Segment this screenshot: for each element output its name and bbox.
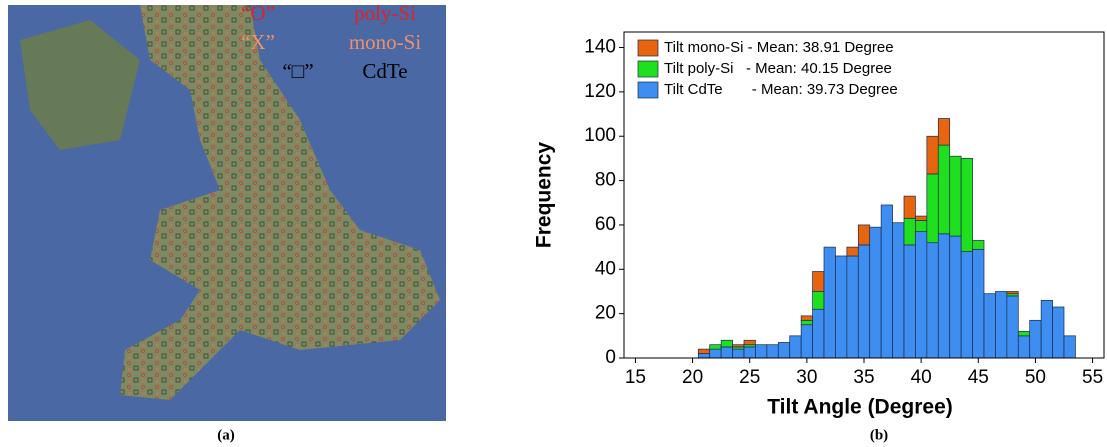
map-legend-symbol: “O” bbox=[241, 1, 275, 25]
bar bbox=[697, 348, 711, 354]
y-tick-label: 60 bbox=[595, 214, 616, 235]
bar bbox=[800, 315, 813, 321]
bar bbox=[915, 220, 928, 232]
bar bbox=[972, 240, 985, 250]
x-tick-label: 40 bbox=[911, 367, 932, 388]
bar bbox=[880, 204, 893, 359]
bar bbox=[857, 224, 871, 246]
bar bbox=[1040, 299, 1053, 359]
bar bbox=[755, 344, 768, 359]
bar bbox=[983, 293, 996, 359]
x-tick-label: 50 bbox=[1025, 367, 1046, 388]
bar bbox=[743, 346, 756, 359]
bar bbox=[903, 217, 916, 246]
bar bbox=[915, 215, 928, 221]
bar bbox=[812, 308, 825, 359]
map-legend-label: poly-Si bbox=[354, 1, 416, 25]
x-tick-label: 55 bbox=[1082, 367, 1103, 388]
bar bbox=[949, 235, 962, 359]
x-tick-label: 25 bbox=[739, 367, 760, 388]
bar bbox=[709, 344, 722, 350]
x-tick-label: 45 bbox=[968, 367, 989, 388]
caption: (b) bbox=[870, 427, 888, 443]
bar bbox=[937, 144, 951, 235]
legend-label: Tilt mono-Si - Mean: 38.91 Degree bbox=[664, 39, 894, 56]
y-tick-label: 100 bbox=[584, 125, 616, 146]
bar bbox=[892, 222, 905, 359]
y-tick-label: 40 bbox=[595, 258, 616, 279]
y-tick-label: 120 bbox=[584, 81, 616, 102]
y-tick-label: 140 bbox=[584, 37, 616, 58]
bar bbox=[915, 231, 928, 359]
bar bbox=[926, 173, 939, 244]
y-tick-label: 20 bbox=[595, 303, 616, 324]
bar bbox=[732, 348, 745, 359]
land bbox=[20, 20, 140, 150]
bar bbox=[937, 233, 951, 359]
y-tick-label: 0 bbox=[605, 347, 616, 368]
bar bbox=[743, 339, 756, 346]
map-legend-symbol: “X” bbox=[241, 30, 275, 54]
x-tick-label: 35 bbox=[853, 367, 874, 388]
bar bbox=[1017, 331, 1031, 337]
legend-swatch bbox=[637, 39, 659, 57]
y-axis-title: Frequency bbox=[533, 142, 556, 249]
map-panel: “O” poly-Si “X” mono-Si “□” CdTe bbox=[8, 1, 446, 421]
caption: (a) bbox=[217, 427, 235, 443]
bar bbox=[869, 226, 882, 359]
bar bbox=[995, 291, 1008, 359]
legend-swatch bbox=[637, 60, 659, 78]
bar bbox=[732, 344, 745, 348]
bar bbox=[926, 135, 939, 175]
bar bbox=[812, 271, 825, 292]
site-markers bbox=[120, 5, 440, 400]
map-legend-label: CdTe bbox=[362, 59, 407, 83]
map-legend-symbol: “□” bbox=[282, 59, 313, 83]
bar bbox=[926, 242, 939, 359]
bar bbox=[937, 118, 951, 146]
y-tick-label: 80 bbox=[595, 170, 616, 191]
legend-swatch bbox=[637, 81, 659, 99]
bar bbox=[697, 353, 711, 359]
bar bbox=[812, 291, 825, 310]
bar bbox=[709, 348, 722, 359]
bar bbox=[1029, 319, 1042, 359]
bar bbox=[1063, 335, 1076, 359]
bar bbox=[846, 255, 859, 359]
bar bbox=[960, 251, 973, 359]
x-tick-label: 20 bbox=[682, 367, 703, 388]
bar bbox=[949, 155, 962, 237]
bar bbox=[1017, 335, 1031, 359]
bar bbox=[846, 246, 859, 257]
bar bbox=[960, 158, 973, 252]
bar bbox=[789, 335, 802, 359]
bar bbox=[903, 244, 916, 359]
bar bbox=[903, 195, 916, 219]
bar bbox=[777, 342, 791, 359]
bar bbox=[835, 255, 848, 359]
bar bbox=[823, 246, 836, 359]
legend-label: Tilt poly-Si - Mean: 40.15 Degree bbox=[664, 60, 892, 77]
legend-label: Tilt CdTe - Mean: 39.73 Degree bbox=[664, 81, 898, 98]
bar bbox=[972, 248, 985, 359]
map-legend-label: mono-Si bbox=[349, 30, 422, 54]
x-tick-label: 15 bbox=[625, 367, 646, 388]
bar bbox=[1052, 306, 1065, 359]
bar bbox=[857, 244, 871, 359]
x-tick-label: 30 bbox=[796, 367, 817, 388]
x-axis-title: Tilt Angle (Degree) bbox=[767, 396, 953, 419]
bar bbox=[766, 344, 779, 359]
bar bbox=[800, 324, 813, 359]
bar bbox=[720, 339, 733, 348]
bar bbox=[800, 319, 813, 326]
bar bbox=[1006, 295, 1019, 359]
bar bbox=[1006, 291, 1019, 295]
bar bbox=[720, 346, 733, 359]
